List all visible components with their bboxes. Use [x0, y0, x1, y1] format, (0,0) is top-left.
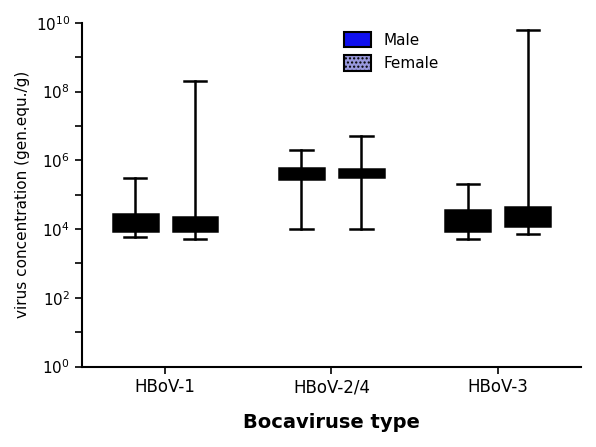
Legend: Male, Female: Male, Female — [339, 27, 443, 76]
PathPatch shape — [505, 207, 550, 226]
X-axis label: Bocaviruse type: Bocaviruse type — [243, 413, 420, 432]
PathPatch shape — [445, 211, 491, 231]
PathPatch shape — [113, 214, 157, 231]
PathPatch shape — [339, 169, 384, 177]
PathPatch shape — [172, 217, 218, 231]
PathPatch shape — [279, 168, 324, 179]
Y-axis label: virus concentration (gen.equ./g): virus concentration (gen.equ./g) — [15, 71, 30, 318]
